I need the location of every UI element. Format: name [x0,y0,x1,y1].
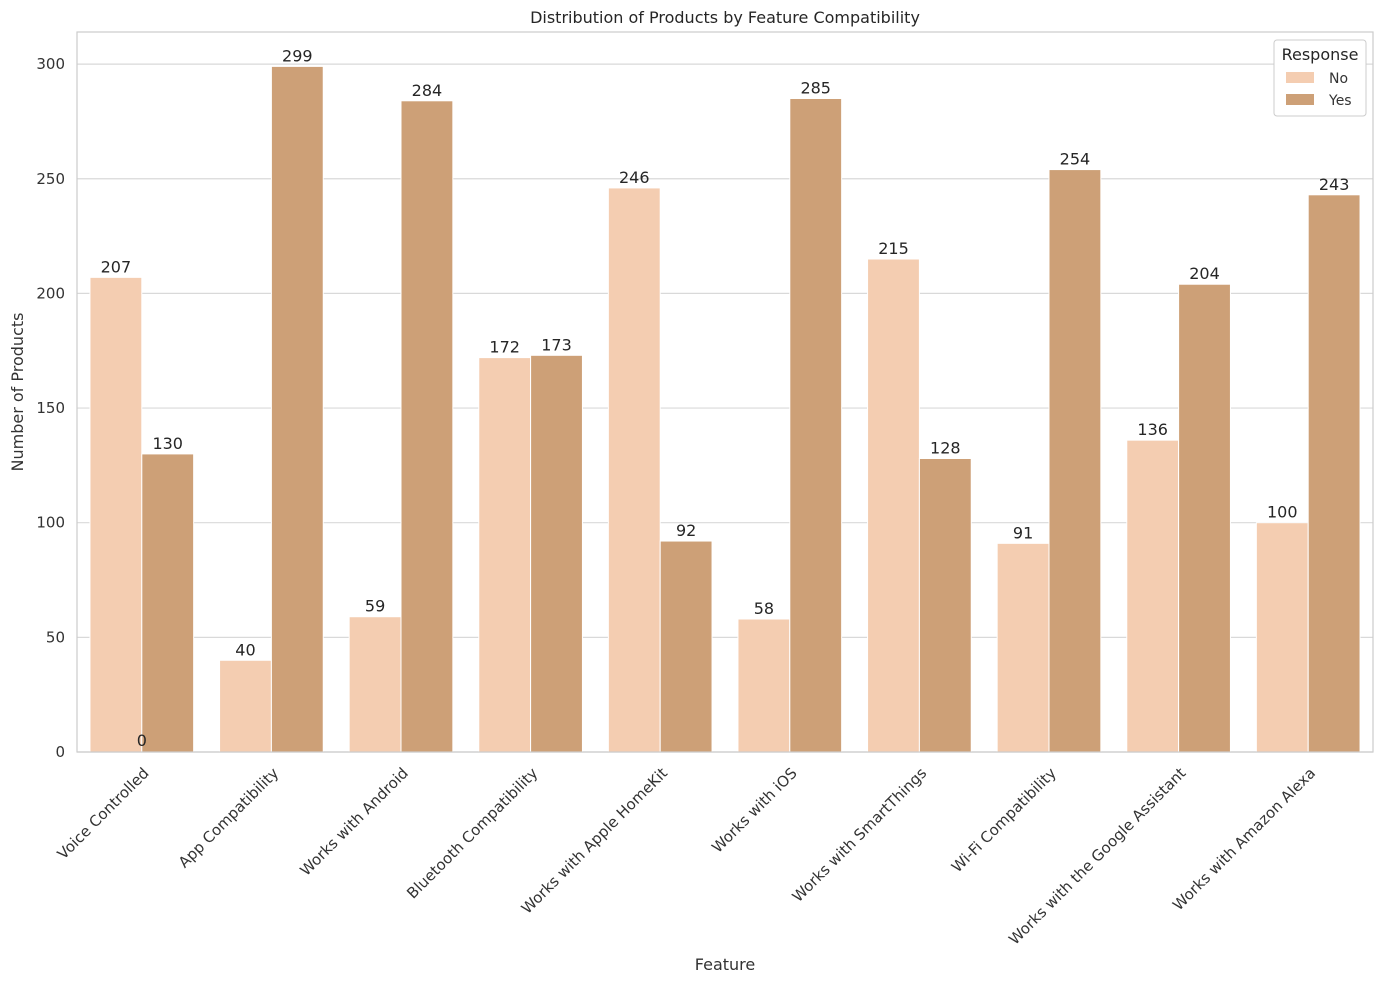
bar-value-label: 128 [930,438,961,457]
bar-yes [1178,283,1231,753]
bar-yes [270,65,324,753]
chart-title: Distribution of Products by Feature Comp… [530,8,920,27]
bar-labels: 207 40 59 172 246 58 215 91 136 100 130 299 284 173 92… [101,46,1350,750]
bar-value-label: 0 [137,731,147,750]
bar-yes [141,453,195,753]
bar-yes [659,540,713,753]
x-tick-label: Works with Android [296,764,411,879]
y-tick-label: 100 [36,514,65,532]
bar-no [996,542,1050,753]
bar-value-label: 285 [800,78,831,97]
bar-value-label: 243 [1319,175,1350,194]
bar-value-label: 246 [619,168,650,187]
x-tick-label: Works with SmartThings [789,764,931,906]
bar-value-label: 284 [412,81,443,100]
x-tick-label: Works with Amazon Alexa [1169,764,1319,914]
bar-value-label: 100 [1267,503,1298,522]
bar-no [867,258,920,753]
bar-yes [400,100,454,753]
x-tick-label: Voice Controlled [54,764,153,863]
bar-value-label: 254 [1060,150,1091,169]
y-axis-label: Number of Products [8,313,27,472]
x-tick-label: App Compatibility [175,764,282,871]
bar-yes [530,354,583,753]
bar-value-label: 59 [365,597,385,616]
bar-value-label: 207 [101,257,132,276]
x-tick-label: Works with Apple HomeKit [518,764,671,917]
bars [89,65,1361,753]
plot-frame [76,31,1374,753]
bar-yes [918,457,972,753]
bar-value-label: 136 [1137,420,1168,439]
bar-value-label: 204 [1189,264,1220,283]
bar-value-label: 58 [754,599,774,618]
y-tick-label: 250 [36,170,65,188]
y-tick-label: 50 [46,628,65,646]
bar-value-label: 92 [676,521,696,540]
x-axis-label: Feature [695,955,755,974]
bar-yes [1307,194,1361,753]
bar-yes [1048,169,1102,753]
bar-yes [789,97,843,753]
bar-no [1126,439,1180,753]
legend-swatch-yes [1286,94,1314,105]
bar-no [1255,522,1309,753]
y-tick-labels: 0 50 100 150 200 250 300 [36,55,65,761]
legend-label-no: No [1329,71,1348,87]
bar-no [89,276,143,753]
legend-title: Response [1282,45,1359,64]
y-tick-label: 300 [36,55,65,73]
y-tick-label: 200 [36,284,65,302]
bar-value-label: 40 [235,640,255,659]
legend-label-yes: Yes [1328,93,1352,109]
bar-no [348,616,402,753]
bar-no [478,357,532,753]
bar-no [219,659,272,753]
bar-value-label: 172 [489,338,520,357]
bar-no [607,187,661,753]
bar-value-label: 130 [152,434,183,453]
bar-no [737,618,791,753]
bar-value-label: 215 [878,239,909,258]
bar-value-label: 299 [282,46,313,65]
y-tick-label: 0 [55,743,65,761]
x-tick-label: Wi-Fi Compatibility [948,764,1060,876]
legend: Response No Yes [1273,39,1367,117]
bar-value-label: 173 [541,335,572,354]
bar-value-label: 91 [1013,523,1033,542]
x-tick-label: Works with iOS [708,764,800,856]
x-tick-label: Bluetooth Compatibility [403,764,541,902]
y-tick-label: 150 [36,399,65,417]
x-tick-labels: Voice Controlled App Compatibility Works w… [54,764,1319,948]
legend-swatch-no [1286,72,1314,83]
